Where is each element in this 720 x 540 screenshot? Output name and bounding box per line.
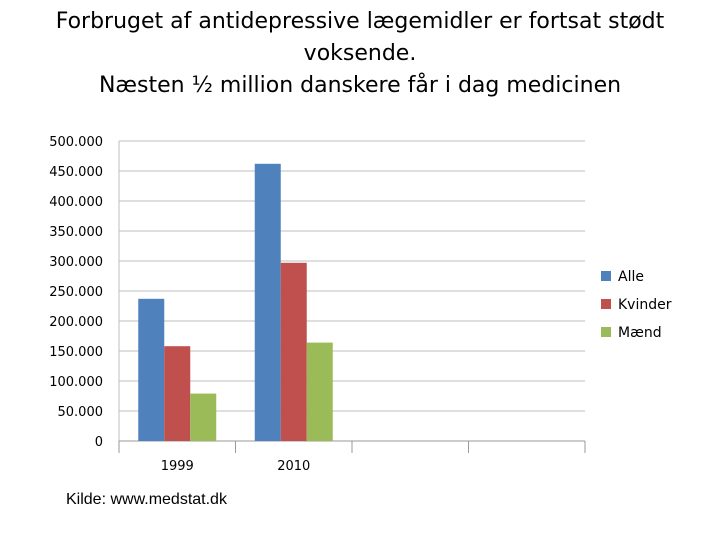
source-note: Kilde: www.medstat.dk — [66, 491, 227, 508]
title-line-2: voksende. — [303, 41, 417, 66]
legend-label: Kvinder — [618, 297, 672, 313]
y-tick-label: 50.000 — [58, 405, 104, 420]
y-tick-label: 200.000 — [49, 315, 103, 330]
y-tick-label: 100.000 — [49, 375, 103, 390]
bar-alle-2010 — [254, 163, 281, 442]
bar-mænd-1999 — [190, 393, 217, 441]
legend-swatch — [601, 271, 611, 281]
legend-label: Mænd — [618, 325, 662, 341]
y-tick-label: 400.000 — [49, 195, 103, 210]
y-tick-label: 350.000 — [49, 225, 103, 240]
slide-title: Forbruget af antidepressive lægemidler e… — [20, 6, 700, 102]
legend-label: Alle — [618, 269, 644, 285]
legend-swatch — [601, 327, 611, 337]
legend-swatch — [601, 299, 611, 309]
y-tick-label: 500.000 — [49, 135, 103, 150]
y-tick-label: 0 — [95, 435, 103, 450]
bar-alle-1999 — [138, 298, 165, 441]
y-tick-label: 300.000 — [49, 255, 103, 270]
x-tick-label: 1999 — [161, 459, 194, 474]
title-line-1: Forbruget af antidepressive lægemidler e… — [55, 9, 665, 34]
bars — [138, 163, 333, 442]
axes: 0 50.000 100.000 150.000 200.000 250.000 300.0… — [49, 135, 586, 474]
bar-mænd-2010 — [306, 342, 333, 441]
legend: Alle Kvinder Mænd — [601, 269, 672, 341]
y-tick-label: 250.000 — [49, 285, 103, 300]
y-tick-label: 150.000 — [49, 345, 103, 360]
y-tick-label: 450.000 — [49, 165, 103, 180]
bar-kvinder-1999 — [164, 346, 191, 441]
x-tick-label: 2010 — [277, 459, 310, 474]
bar-kvinder-2010 — [280, 262, 307, 441]
title-line-3: Næsten ½ million danskere får i dag medi… — [98, 73, 622, 98]
